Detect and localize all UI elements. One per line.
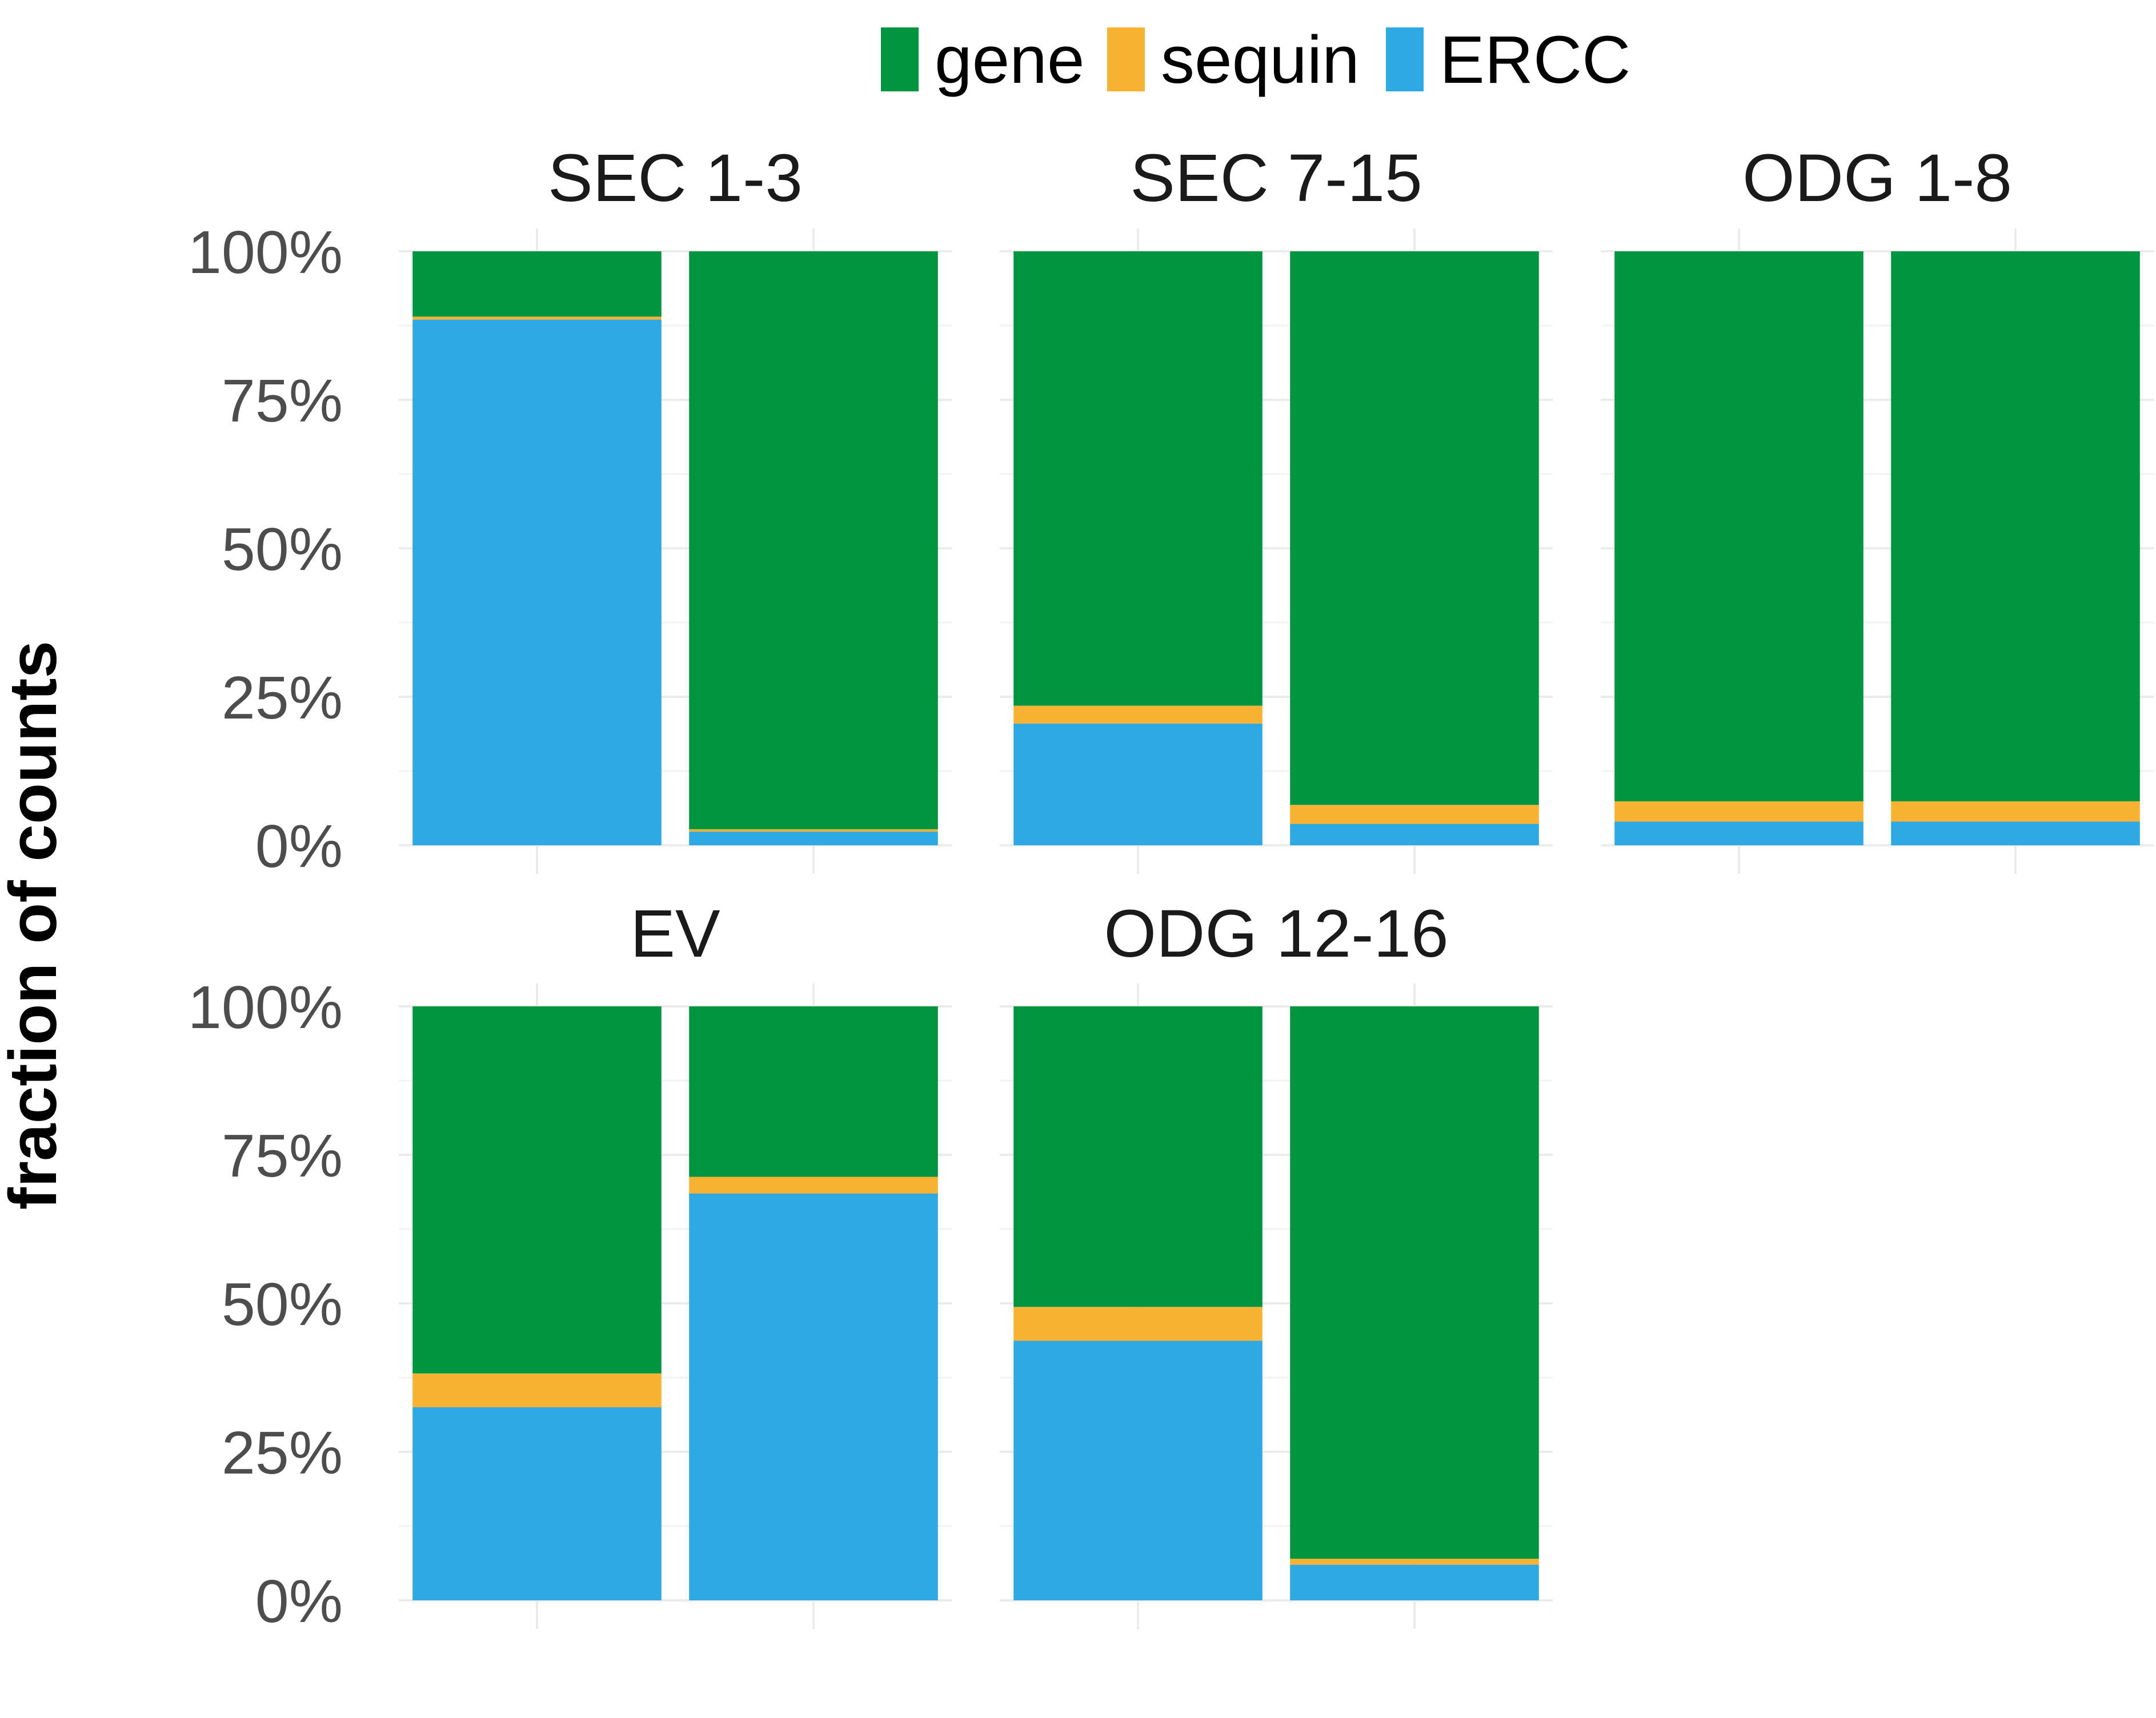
y-tick-label: 25% [222, 1419, 343, 1487]
y-tick-label: 75% [222, 367, 343, 435]
bar-segment-ERCC [1290, 1564, 1539, 1600]
legend-item-gene: gene [881, 22, 1085, 98]
bar-segment-gene [1290, 251, 1539, 805]
bar-segment-gene [689, 1006, 938, 1177]
legend-key-gene [881, 27, 919, 91]
y-tick-label: 100% [188, 974, 343, 1041]
bar-segment-ERCC [1013, 1340, 1263, 1600]
y-tick-label: 0% [255, 813, 343, 880]
bar-segment-sequin [689, 829, 938, 832]
panel-4: ODG 12-16 [1000, 896, 1553, 1629]
legend-label-sequin: sequin [1161, 22, 1360, 98]
panel-title: SEC 1-3 [548, 141, 803, 216]
bar-segment-sequin [1013, 1307, 1263, 1341]
bar-segment-ERCC [1013, 723, 1263, 845]
legend-label-ERCC: ERCC [1440, 22, 1630, 98]
legend-item-ERCC: ERCC [1386, 22, 1630, 98]
bar-segment-ERCC [689, 832, 938, 845]
bar-segment-gene [1290, 1006, 1539, 1559]
panel-0: SEC 1-3 0% 25% 50% 75% 100% [188, 141, 952, 880]
bar-segment-sequin [412, 1373, 662, 1407]
panel-title: EV [630, 896, 720, 972]
bar-segment-gene [1614, 251, 1864, 802]
y-tick-label: 50% [222, 1271, 343, 1338]
y-tick-label: 0% [255, 1568, 343, 1635]
bar-segment-sequin [1013, 705, 1263, 724]
legend-item-sequin: sequin [1107, 22, 1360, 98]
bar-segment-ERCC [689, 1193, 938, 1600]
legend: gene sequin ERCC [881, 22, 1630, 98]
bar-segment-sequin [689, 1177, 938, 1194]
bar-segment-gene [1013, 251, 1263, 706]
bar-segment-ERCC [1891, 821, 2140, 845]
bar-segment-gene [689, 251, 938, 829]
bar-segment-sequin [1614, 801, 1864, 822]
bar-segment-sequin [1290, 1559, 1539, 1565]
panel-2: ODG 1-8 [1601, 141, 2154, 874]
legend-key-sequin [1107, 27, 1145, 91]
bar-segment-sequin [1290, 805, 1539, 824]
y-tick-label: 50% [222, 516, 343, 583]
panel-title: ODG 12-16 [1104, 896, 1448, 972]
bar-segment-ERCC [1290, 824, 1539, 845]
bar-segment-gene [412, 1006, 662, 1374]
legend-key-ERCC [1386, 27, 1424, 91]
panel-1: SEC 7-15 [1000, 141, 1553, 874]
bar-segment-gene [412, 251, 662, 317]
bar-segment-gene [1013, 1006, 1263, 1307]
bar-segment-ERCC [412, 1407, 662, 1600]
bar-segment-ERCC [412, 319, 662, 845]
bar-segment-ERCC [1614, 821, 1864, 845]
bar-segment-sequin [1891, 801, 2140, 822]
y-tick-label: 25% [222, 664, 343, 732]
legend-label-gene: gene [935, 22, 1085, 98]
bar-segment-gene [1891, 251, 2140, 802]
panel-title: ODG 1-8 [1742, 141, 2012, 216]
panel-3: EV 0% 25% 50% 75% 100% [188, 896, 952, 1635]
y-axis-title: fraction of counts [0, 641, 71, 1210]
y-tick-label: 100% [188, 219, 343, 286]
y-tick-label: 75% [222, 1122, 343, 1190]
bar-segment-sequin [412, 316, 662, 320]
panel-title: SEC 7-15 [1130, 141, 1422, 216]
facet-panels: SEC 1-3 0% 25% 50% 75% 100% SEC 7-15 ODG 1-8 EV 0… [188, 141, 2154, 1635]
